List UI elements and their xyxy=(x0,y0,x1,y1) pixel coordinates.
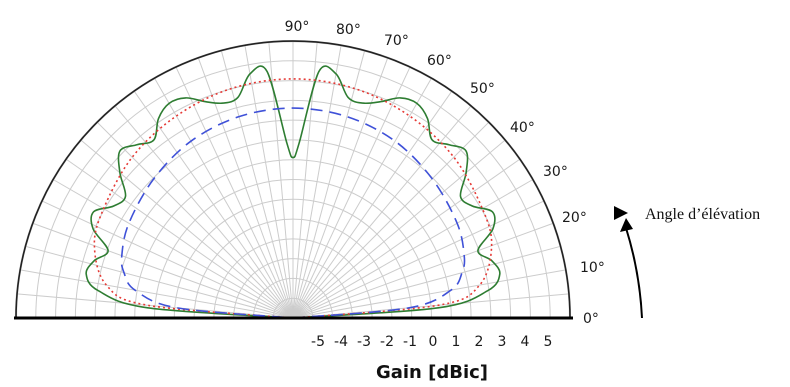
grid-spoke xyxy=(197,57,294,319)
grid-spoke xyxy=(80,139,294,319)
angle-tick-label: 0° xyxy=(583,311,599,327)
grid-spoke xyxy=(292,158,521,319)
polar-grid xyxy=(14,39,572,319)
grid-spoke xyxy=(220,50,294,319)
gain-tick-label: 0 xyxy=(429,334,438,350)
elevation-arrow-head-icon xyxy=(620,218,633,232)
grid-spoke xyxy=(96,121,294,319)
grid-spoke xyxy=(133,90,294,319)
grid-spoke xyxy=(41,200,294,319)
grid-spoke xyxy=(292,77,432,319)
angle-tick-label: 70° xyxy=(384,33,409,49)
angle-tick-label: 30° xyxy=(543,164,568,180)
grid-spoke xyxy=(32,222,294,319)
grid-spoke xyxy=(65,158,294,319)
pointer-triangle-icon xyxy=(614,206,628,220)
gain-tick-label: -2 xyxy=(380,334,394,350)
series-layer xyxy=(85,65,501,319)
grid-spoke xyxy=(292,245,561,319)
elevation-annotation-label: Angle d’élévation xyxy=(645,206,760,223)
grid-spoke xyxy=(292,50,366,319)
gain-tick-label: 3 xyxy=(498,334,507,350)
gain-tick-label: -3 xyxy=(357,334,371,350)
grid-spoke xyxy=(292,45,342,319)
grid-spoke xyxy=(292,105,472,319)
gain-tick-label: 5 xyxy=(544,334,553,350)
grid-spoke xyxy=(292,66,411,319)
angle-tick-labels: 0° 10° 20° 30° 40° 50° 60° 70° 80° 90° xyxy=(285,19,605,327)
outer-rim xyxy=(15,40,571,319)
grid-spoke xyxy=(154,77,294,319)
grid-spoke xyxy=(292,200,545,319)
grid-spoke xyxy=(114,105,294,319)
grid-spoke xyxy=(20,269,294,319)
grid-spoke xyxy=(52,179,294,319)
grid-spoke xyxy=(292,222,554,319)
gain-tick-label: -4 xyxy=(334,334,348,350)
grid-spoke xyxy=(292,269,566,319)
angle-tick-label: 40° xyxy=(510,120,535,136)
grid-spoke xyxy=(292,179,534,319)
gain-tick-label: 4 xyxy=(521,334,530,350)
gain-tick-label: 1 xyxy=(452,334,461,350)
elevation-annotation: Angle d’élévation xyxy=(614,206,760,319)
series-line-dashed xyxy=(120,107,466,319)
series-line-solid xyxy=(85,65,501,319)
grid-spoke xyxy=(292,139,506,319)
elevation-arrow-icon xyxy=(625,227,643,319)
angle-tick-label: 80° xyxy=(336,22,361,38)
gain-tick-label: -5 xyxy=(311,334,325,350)
gain-tick-label: 2 xyxy=(475,334,484,350)
series-line-dotted xyxy=(93,78,493,319)
gain-tick-labels: -5 -4 -3 -2 -1 0 1 2 3 4 5 xyxy=(311,334,552,350)
gain-tick-label: -1 xyxy=(403,334,417,350)
grid-spoke xyxy=(292,90,453,319)
x-axis-label: Gain [dBic] xyxy=(376,362,488,383)
grid-spoke xyxy=(292,57,389,319)
angle-tick-label: 10° xyxy=(580,260,605,276)
grid-spoke xyxy=(175,66,294,319)
angle-tick-label: 50° xyxy=(470,81,495,97)
grid-spoke xyxy=(292,121,490,319)
angle-tick-label: 20° xyxy=(562,210,587,226)
grid-spoke xyxy=(25,245,294,319)
grid-spoke xyxy=(244,45,294,319)
angle-tick-label: 60° xyxy=(427,53,452,69)
angle-tick-label: 90° xyxy=(285,19,310,35)
